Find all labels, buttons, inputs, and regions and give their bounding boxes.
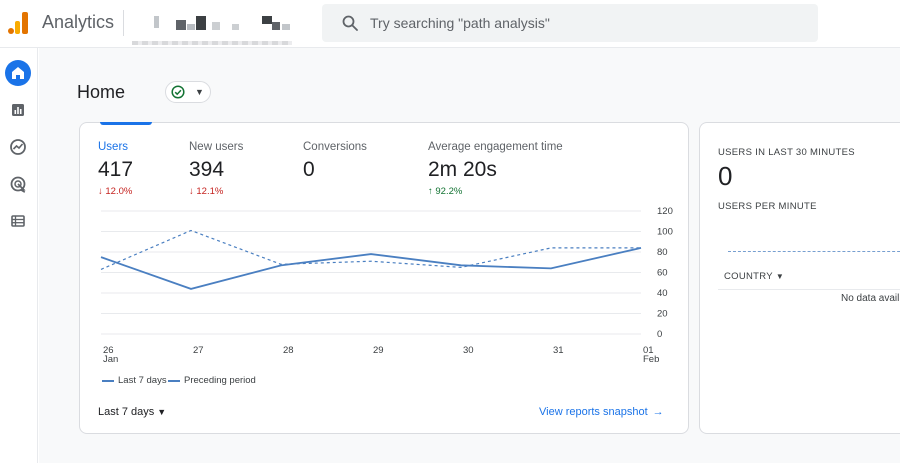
- main-content: Home ▼ Users 417 ↓ 12.0% New users 394 ↓…: [39, 48, 900, 463]
- snapshot-link-label: View reports snapshot: [539, 406, 648, 418]
- x-tick-label: 26: [103, 345, 114, 356]
- metric-label: Conversions: [303, 141, 367, 153]
- metric-delta: ↓ 12.0%: [98, 186, 133, 197]
- nav-explore[interactable]: [5, 134, 31, 160]
- arrow-up-icon: ↑: [428, 186, 433, 197]
- country-column-header[interactable]: COUNTRY ▼: [724, 271, 785, 282]
- chevron-down-icon: ▼: [195, 87, 204, 97]
- legend-item-preceding-period: Preceding period: [168, 375, 256, 386]
- page-title: Home: [77, 82, 126, 102]
- y-tick-label: 100: [657, 227, 673, 238]
- x-tick-sublabel: Feb: [643, 354, 659, 365]
- explore-icon: [10, 139, 26, 155]
- overview-card: Users 417 ↓ 12.0% New users 394 ↓ 12.1% …: [79, 122, 689, 434]
- y-tick-label: 80: [657, 247, 668, 258]
- series-line-preceding-period: [100, 229, 641, 270]
- reports-icon: [12, 104, 24, 116]
- x-tick-label: 30: [463, 345, 474, 356]
- nav-configure[interactable]: [5, 208, 31, 234]
- metric-value: 2m 20s: [428, 158, 497, 181]
- date-range-label: Last 7 days: [98, 406, 155, 418]
- legend-label: Last 7 days: [118, 375, 167, 386]
- arrow-right-icon: →: [652, 406, 664, 418]
- x-tick-label: 28: [283, 345, 294, 356]
- search-bar[interactable]: [322, 4, 818, 42]
- caret-down-icon: ▼: [775, 272, 785, 281]
- metric-value: 0: [303, 158, 315, 181]
- arrow-down-icon: ↓: [189, 186, 194, 197]
- search-icon: [342, 15, 358, 31]
- dashed-line-swatch: [168, 379, 180, 382]
- left-nav: [0, 48, 38, 463]
- nav-reports[interactable]: [5, 97, 31, 123]
- analytics-logo-icon[interactable]: [8, 12, 28, 34]
- check-circle-icon: [171, 85, 185, 99]
- series-line-last-7-days: [100, 247, 642, 290]
- nav-home[interactable]: [5, 60, 31, 86]
- advertising-icon: [10, 176, 26, 193]
- metric-delta: ↑ 92.2%: [428, 186, 463, 197]
- metric-delta: ↓ 12.1%: [189, 186, 224, 197]
- active-tab-indicator: [100, 122, 152, 125]
- account-selector[interactable]: [132, 14, 305, 45]
- metric-label: Users: [98, 141, 129, 153]
- metric-tab-users[interactable]: Users 417 ↓ 12.0%: [98, 141, 133, 197]
- legend-item-last-7-days: Last 7 days: [102, 375, 167, 386]
- x-tick-label: 29: [373, 345, 384, 356]
- date-range-dropdown[interactable]: Last 7 days ▼: [98, 406, 166, 418]
- view-reports-snapshot-link[interactable]: View reports snapshot →: [539, 406, 664, 418]
- solid-line-swatch: [102, 379, 114, 382]
- arrow-down-icon: ↓: [98, 186, 103, 197]
- realtime-card: USERS IN LAST 30 MINUTES 0 USERS PER MIN…: [699, 122, 900, 434]
- x-tick-sublabel: Jan: [103, 354, 118, 365]
- y-tick-label: 60: [657, 268, 668, 279]
- x-tick-label: 01: [643, 345, 654, 356]
- metric-label: New users: [189, 141, 244, 153]
- metric-tab-engagement-time[interactable]: Average engagement time 2m 20s ↑ 92.2%: [428, 141, 563, 197]
- metric-value: 417: [98, 158, 134, 181]
- caret-down-icon: ▼: [157, 407, 167, 417]
- y-tick-label: 0: [657, 329, 662, 340]
- metric-label: Average engagement time: [428, 141, 563, 153]
- users-per-minute-heading: USERS PER MINUTE: [718, 201, 817, 212]
- table-divider: [718, 289, 900, 290]
- metric-value: 394: [189, 158, 225, 181]
- users-per-minute-sparkline: [728, 251, 900, 252]
- x-tick-label: 31: [553, 345, 564, 356]
- legend-label: Preceding period: [184, 375, 256, 386]
- realtime-heading: USERS IN LAST 30 MINUTES: [718, 147, 855, 158]
- nav-advertising[interactable]: [5, 171, 31, 197]
- metric-tab-conversions[interactable]: Conversions 0: [303, 141, 367, 182]
- y-tick-label: 120: [657, 206, 673, 217]
- y-tick-label: 40: [657, 288, 668, 299]
- home-icon: [12, 67, 24, 79]
- status-dropdown[interactable]: ▼: [165, 81, 211, 103]
- y-tick-label: 20: [657, 309, 668, 320]
- title-divider: [123, 10, 124, 36]
- top-bar: Analytics: [0, 0, 900, 48]
- configure-icon: [11, 215, 25, 227]
- x-tick-label: 27: [193, 345, 204, 356]
- no-data-message: No data avail: [841, 293, 900, 304]
- app-title[interactable]: Analytics: [42, 12, 115, 32]
- realtime-value: 0: [718, 161, 733, 191]
- search-input[interactable]: [370, 4, 800, 42]
- metric-tab-new-users[interactable]: New users 394 ↓ 12.1%: [189, 141, 243, 197]
